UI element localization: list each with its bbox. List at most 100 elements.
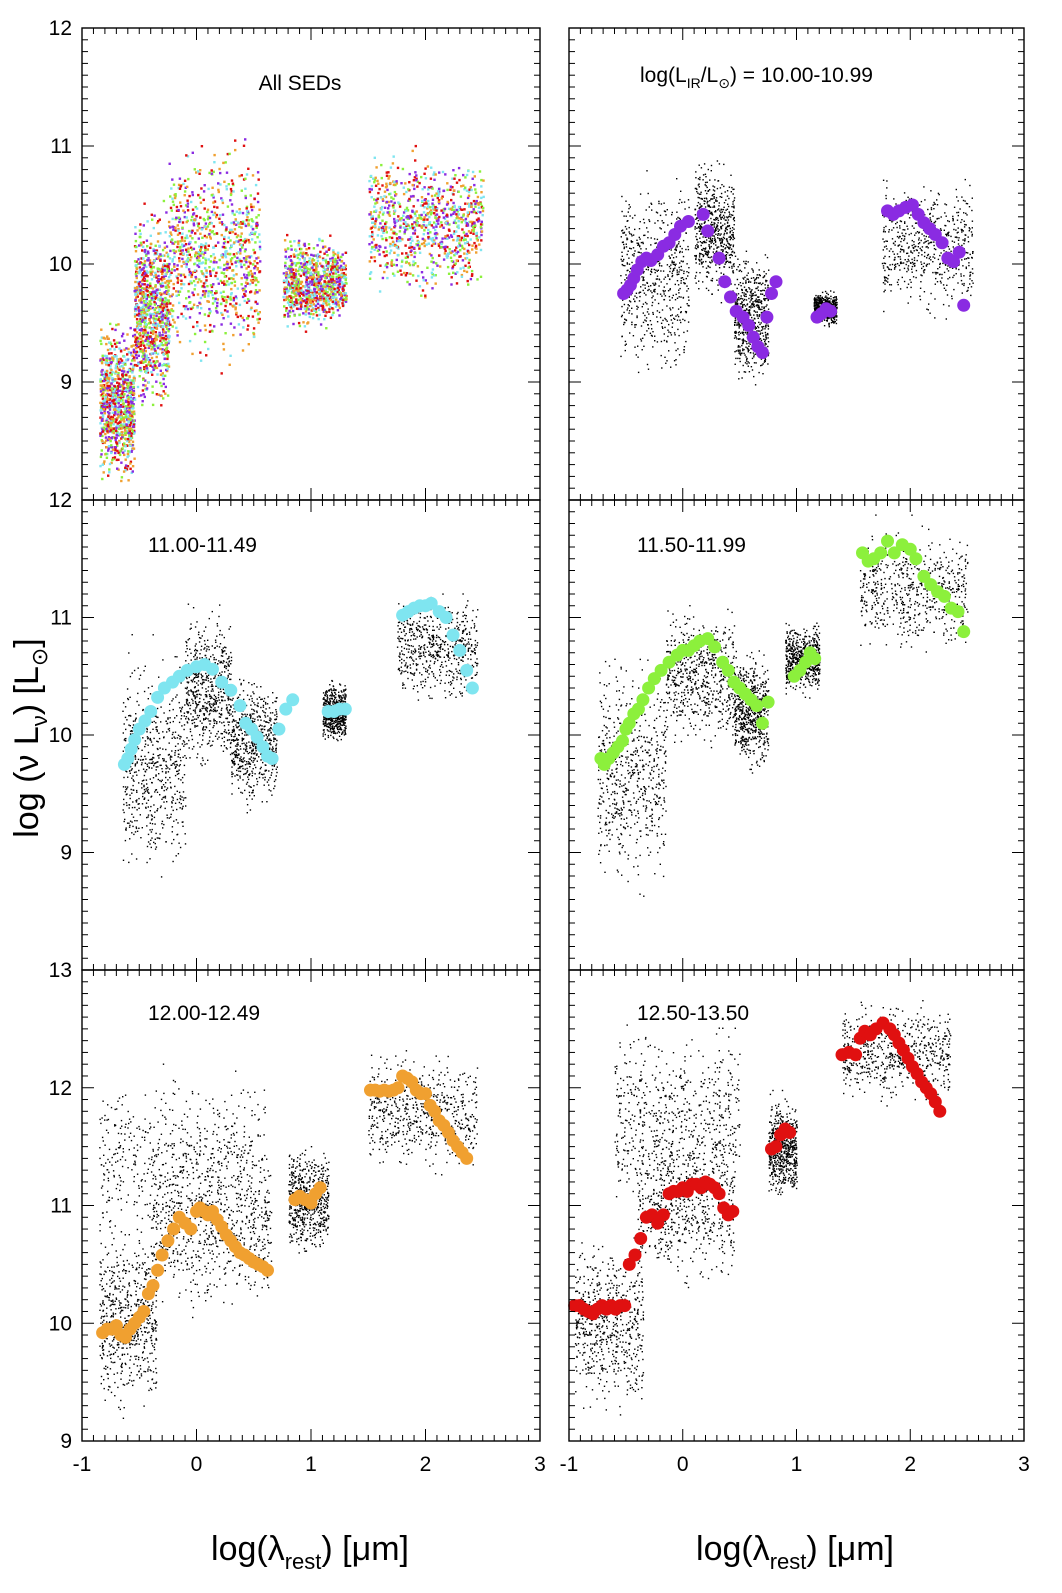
cloud-point bbox=[408, 197, 411, 201]
cloud-point bbox=[331, 256, 334, 260]
cloud-point bbox=[424, 167, 427, 170]
cloud-point bbox=[301, 256, 305, 260]
cloud-point bbox=[131, 430, 134, 433]
cloud-point bbox=[423, 186, 426, 189]
cloud-point bbox=[188, 307, 192, 310]
cloud-point bbox=[109, 322, 112, 326]
cloud-point bbox=[421, 289, 425, 292]
cloud-point bbox=[326, 296, 329, 299]
cloud-point bbox=[286, 291, 289, 294]
cloud-point bbox=[650, 202, 652, 204]
cloud-point bbox=[139, 334, 142, 337]
cloud-point bbox=[114, 438, 117, 442]
cloud-point bbox=[202, 290, 205, 293]
cloud-point bbox=[478, 170, 482, 173]
cloud-point bbox=[217, 182, 220, 185]
cloud-point bbox=[154, 244, 157, 247]
cloud-point bbox=[424, 214, 428, 217]
cloud-point bbox=[178, 220, 181, 224]
cloud-point bbox=[629, 332, 631, 334]
cloud-point bbox=[640, 340, 643, 342]
cloud-point bbox=[189, 234, 192, 238]
cloud-point bbox=[404, 221, 407, 224]
cloud-point bbox=[128, 402, 131, 405]
cloud-point bbox=[150, 297, 154, 300]
cloud-point bbox=[446, 182, 449, 185]
cloud-point bbox=[137, 282, 141, 285]
cloud-point bbox=[138, 342, 141, 345]
cloud-point bbox=[183, 179, 187, 182]
cloud-point bbox=[146, 339, 149, 343]
cloud-point bbox=[197, 222, 200, 225]
cloud-point bbox=[245, 258, 248, 261]
cloud-point bbox=[102, 400, 105, 403]
cloud-point bbox=[319, 250, 322, 254]
cloud-point bbox=[106, 423, 110, 426]
cloud-point bbox=[376, 179, 379, 183]
cloud-point bbox=[389, 249, 393, 252]
cloud-point bbox=[628, 300, 631, 302]
cloud-point bbox=[632, 247, 635, 249]
cloud-point bbox=[283, 239, 287, 242]
cloud-point bbox=[122, 416, 125, 419]
cloud-point bbox=[450, 251, 453, 255]
cloud-point bbox=[388, 175, 391, 178]
cloud-point bbox=[473, 241, 476, 245]
cloud-point bbox=[134, 287, 137, 290]
cloud-point bbox=[310, 304, 313, 307]
cloud-point bbox=[238, 208, 241, 211]
cloud-point bbox=[633, 255, 635, 257]
cloud-point bbox=[138, 299, 141, 302]
cloud-point bbox=[256, 318, 259, 321]
cloud-point bbox=[99, 401, 102, 405]
cloud-point bbox=[128, 411, 131, 414]
cloud-point bbox=[159, 284, 163, 287]
cloud-point bbox=[255, 276, 258, 280]
cloud-point bbox=[338, 314, 341, 317]
cloud-point bbox=[417, 240, 420, 244]
cloud-point bbox=[231, 182, 235, 185]
cloud-point bbox=[324, 314, 327, 317]
cloud-point bbox=[123, 381, 126, 384]
cloud-point bbox=[313, 309, 316, 312]
cloud-point bbox=[166, 357, 169, 361]
cloud-point bbox=[134, 250, 138, 253]
cloud-point bbox=[297, 261, 300, 265]
cloud-point bbox=[446, 237, 449, 240]
cloud-point bbox=[423, 218, 426, 221]
cloud-point bbox=[156, 311, 159, 314]
cloud-point bbox=[210, 231, 213, 234]
cloud-point bbox=[315, 286, 319, 289]
cloud-point bbox=[152, 330, 155, 333]
cloud-point bbox=[435, 192, 438, 195]
cloud-point bbox=[192, 222, 195, 225]
cloud-point bbox=[369, 211, 373, 214]
cloud-point bbox=[99, 464, 102, 468]
cloud-point bbox=[670, 264, 672, 266]
cloud-point bbox=[338, 278, 342, 281]
cloud-point bbox=[439, 225, 442, 228]
cloud-point bbox=[157, 220, 160, 223]
cloud-point bbox=[255, 226, 258, 229]
cloud-point bbox=[623, 243, 625, 246]
cloud-point bbox=[220, 372, 223, 375]
cloud-point bbox=[102, 337, 105, 340]
cloud-point bbox=[392, 183, 396, 187]
cloud-point bbox=[302, 312, 305, 315]
cloud-point bbox=[292, 290, 296, 293]
cloud-point bbox=[101, 397, 105, 400]
cloud-point bbox=[379, 196, 383, 199]
cloud-point bbox=[303, 307, 307, 310]
cloud-point bbox=[650, 334, 653, 337]
cloud-point bbox=[172, 242, 176, 245]
cloud-point bbox=[434, 234, 437, 237]
cloud-point bbox=[102, 374, 106, 378]
cloud-point bbox=[293, 276, 296, 279]
cloud-point bbox=[623, 311, 625, 314]
cloud-point bbox=[388, 252, 392, 255]
cloud-point bbox=[456, 215, 459, 218]
cloud-point bbox=[201, 261, 204, 264]
cloud-point bbox=[432, 173, 435, 176]
cloud-point bbox=[471, 225, 475, 228]
cloud-point bbox=[216, 304, 219, 308]
